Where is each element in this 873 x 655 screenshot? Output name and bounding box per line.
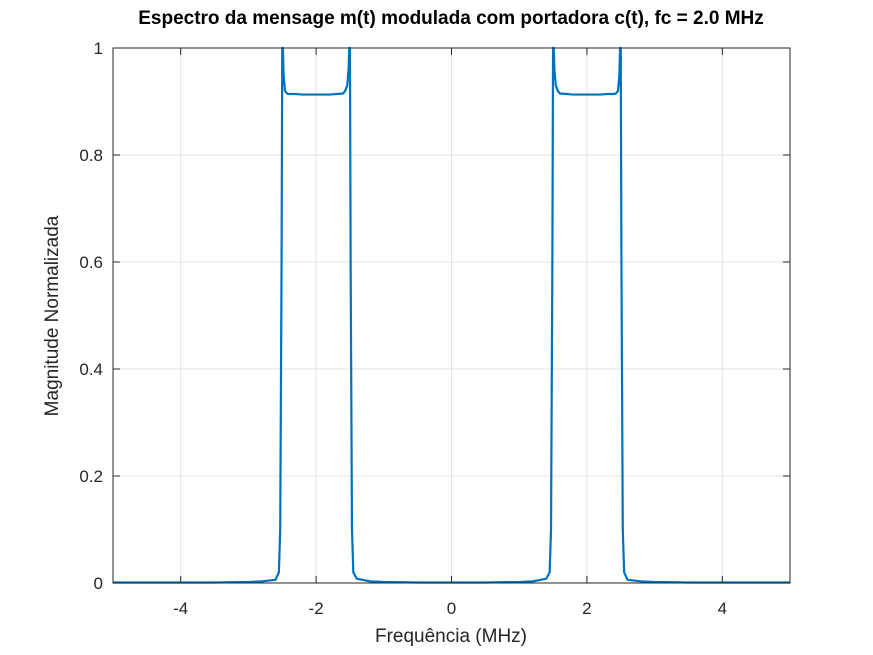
x-tick-label: 0	[447, 599, 456, 618]
y-tick-label: 0	[94, 574, 103, 593]
y-tick-label: 1	[94, 39, 103, 58]
x-tick-label: 2	[582, 599, 591, 618]
y-tick-label: 0.4	[79, 360, 103, 379]
x-tick-label: -2	[309, 599, 324, 618]
y-tick-label: 0.6	[79, 253, 103, 272]
x-axis-label: Frequência (MHz)	[375, 626, 527, 647]
ticks: -4 -2 0 2 4 0 0.2 0.4 0.6 0.8 1	[79, 39, 790, 618]
y-axis-label: Magnitude Normalizada	[42, 215, 63, 416]
y-tick-label: 0.8	[79, 146, 103, 165]
x-tick-label: -4	[173, 599, 188, 618]
x-tick-label: 4	[718, 599, 727, 618]
y-tick-label: 0.2	[79, 467, 103, 486]
chart-title: Espectro da mensage m(t) modulada com po…	[138, 8, 764, 29]
